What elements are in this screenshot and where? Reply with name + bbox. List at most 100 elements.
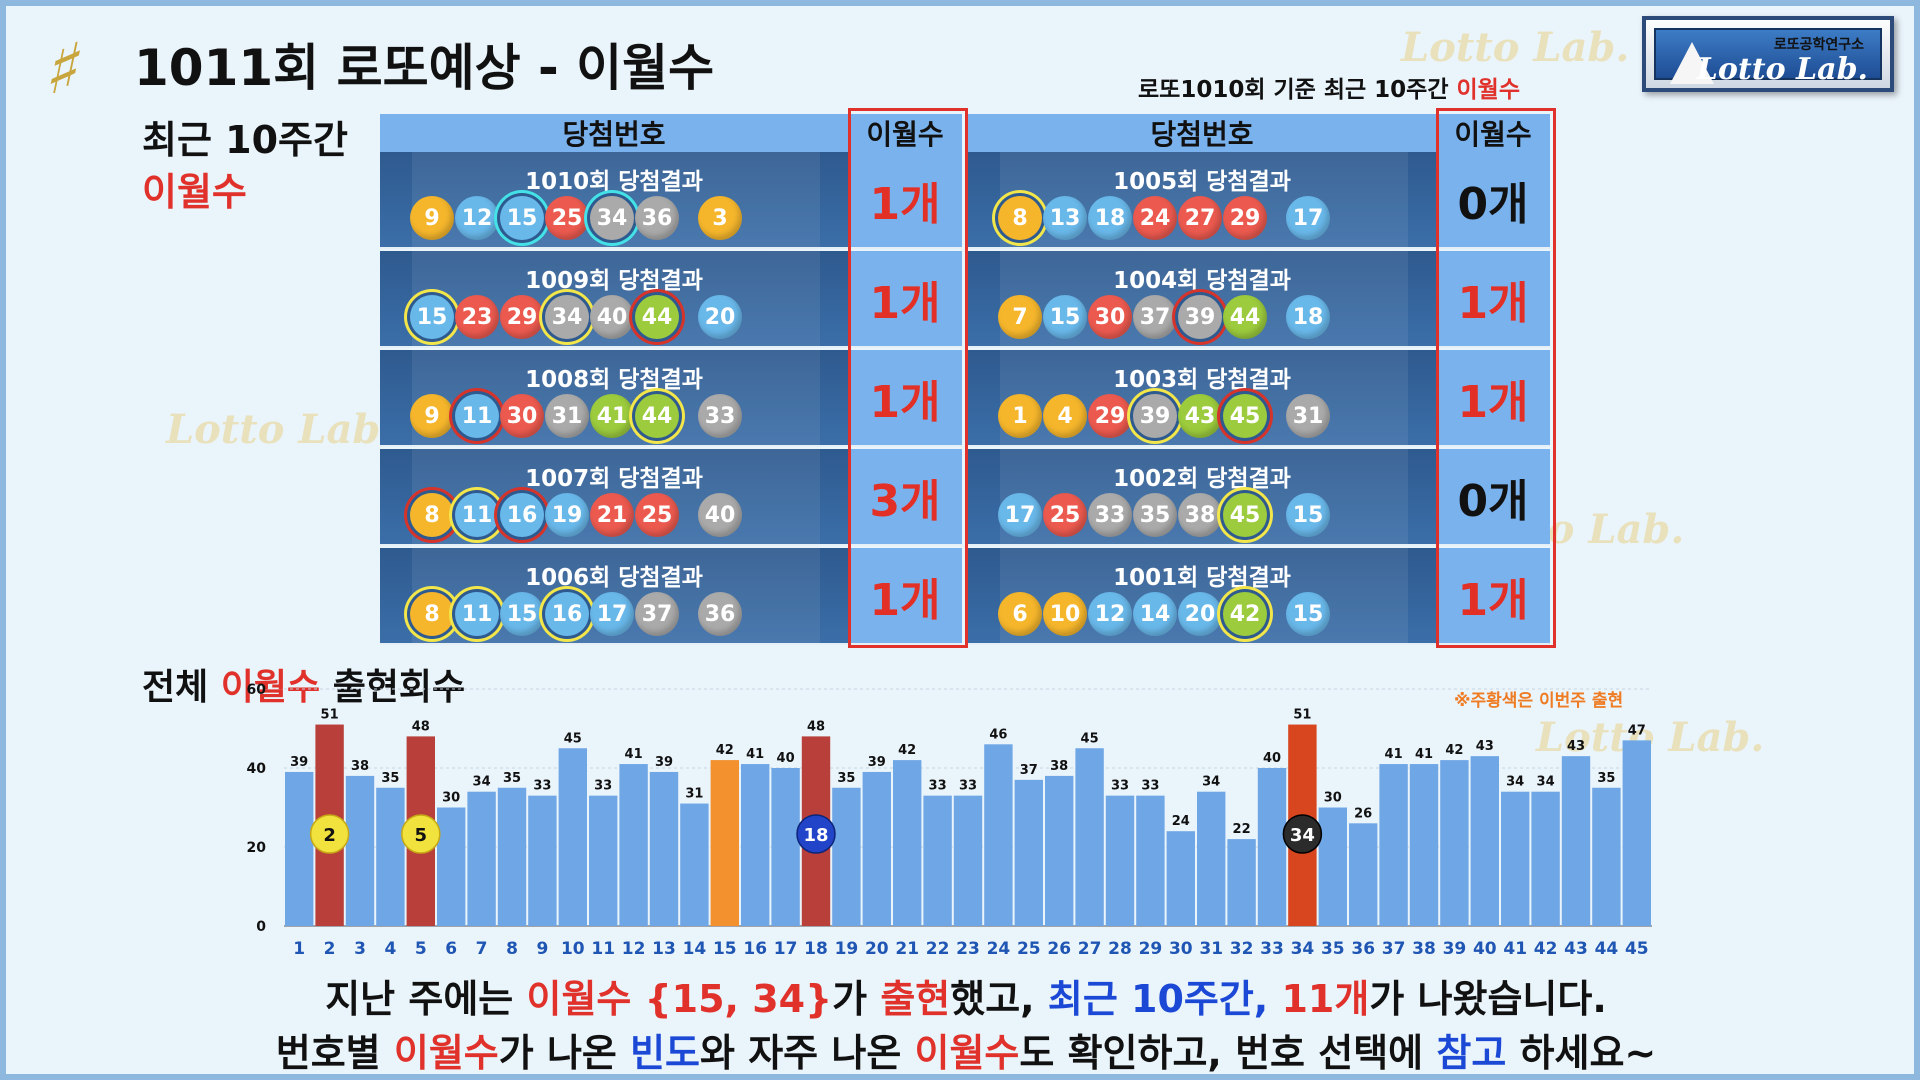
marker-ball-34 [1282,814,1323,854]
lotto-ball: 15 [500,592,544,636]
data-label: 41 [1415,747,1433,762]
data-label: 41 [625,747,643,762]
carryover-count: 0개 [1436,152,1550,249]
bar-38 [1409,764,1439,926]
table-header: 당첨번호 이월수 [380,114,962,152]
x-tick-label: 28 [1108,939,1132,959]
x-tick-label: 16 [743,939,767,959]
bonus-ball: 3 [698,196,742,240]
bonus-ball: 20 [698,295,742,339]
lotto-ball: 44 [635,295,679,339]
lotto-ball: 45 [1223,493,1267,537]
result-row: 1010회 당첨결과 9 12 15 25 34 36 3 1개 [380,152,962,251]
data-label: 33 [1141,779,1159,794]
data-label: 35 [503,771,521,786]
round-title: 1005회 당첨결과 [1113,169,1291,195]
data-label: 43 [1476,739,1494,754]
data-label: 38 [351,759,369,774]
result-numbers: 1007회 당첨결과 8 11 16 19 21 25 40 [380,449,848,546]
result-numbers: 1003회 당첨결과 1 4 29 39 43 45 31 [968,350,1436,447]
y-tick-label: 20 [247,840,267,856]
bar-28 [1105,795,1135,926]
data-label: 34 [1202,775,1220,790]
lotto-ball: 9 [410,394,454,438]
lotto-ball: 25 [1043,493,1087,537]
result-row: 1007회 당첨결과 8 11 16 19 21 25 40 3개 [380,449,962,548]
watermark-mid-left: Lotto Lab. [166,406,395,453]
result-row: 1008회 당첨결과 9 11 30 31 41 44 33 1개 [380,350,962,449]
lotto-ball: 13 [1043,196,1087,240]
logo-text: Lotto Lab. [1696,52,1868,87]
result-row: 1001회 당첨결과 6 10 12 14 20 42 15 1개 [968,548,1550,647]
lotto-ball: 17 [590,592,634,636]
carryover-frequency-chart: 0204060391512383354485306347358339451033… [247,682,1652,959]
data-label: 33 [594,779,612,794]
x-tick-label: 36 [1351,939,1375,959]
data-label: 39 [868,755,886,770]
footer-text-segment: {15, 34} [631,977,833,1021]
lotto-ball: 25 [635,493,679,537]
x-tick-label: 37 [1382,939,1406,959]
lotto-ball: 11 [455,493,499,537]
page-title: 1011회 로또예상 - 이월수 [134,39,715,97]
lotto-ball: 37 [635,592,679,636]
bar-1 [285,771,314,926]
x-tick-label: 14 [683,939,707,959]
lotto-ball: 12 [1088,592,1132,636]
data-label: 45 [1081,731,1099,746]
data-label: 41 [1385,747,1403,762]
bar-15 [710,760,739,926]
x-tick-label: 24 [987,939,1011,959]
lotto-ball: 17 [998,493,1042,537]
bar-33 [1257,768,1287,926]
bar-30 [1166,831,1195,926]
round-title: 1007회 당첨결과 [525,466,703,492]
data-label: 33 [929,779,947,794]
x-tick-label: 4 [384,939,396,959]
lotto-ball: 42 [1223,592,1267,636]
lotto-ball: 15 [500,196,544,240]
carryover-count: 0개 [1436,449,1550,546]
x-tick-label: 26 [1047,939,1071,959]
bar-11 [589,795,618,926]
data-label: 45 [564,731,582,746]
data-label: 39 [290,755,308,770]
lotto-ball: 31 [545,394,589,438]
footer-line-1: 지난 주에는 이월수 {15, 34}가 출현했고, 최근 10주간, 11개가… [6,968,1920,1023]
footer-text-segment: 가 [832,977,881,1021]
data-label: 42 [1445,743,1463,758]
x-tick-label: 33 [1260,939,1284,959]
result-numbers: 1008회 당첨결과 9 11 30 31 41 44 33 [380,350,848,447]
footer-text-segment: 참고 [1436,1031,1507,1075]
lotto-ball: 38 [1178,493,1222,537]
lotto-ball: 39 [1133,394,1177,438]
y-tick-label: 0 [256,919,266,935]
data-label: 35 [381,771,399,786]
lotto-ball: 37 [1133,295,1177,339]
footer-text-segment: 지난 주에는 [325,977,527,1021]
footer-text-segment: 빈도 [630,1031,701,1075]
lotto-ball: 29 [500,295,544,339]
bar-31 [1197,791,1226,926]
round-title: 1010회 당첨결과 [525,169,703,195]
x-tick-label: 35 [1321,939,1345,959]
lotto-ball: 1 [998,394,1042,438]
bar-20 [862,771,891,926]
footer-text-segment: 이월수 [393,1031,499,1075]
result-row: 1004회 당첨결과 7 15 30 37 39 44 18 1개 [968,251,1550,350]
results-table-left: 당첨번호 이월수 1010회 당첨결과 9 12 15 25 34 36 3 1개 1009회 당… [380,114,962,647]
bar-22 [923,795,952,926]
lotto-ball: 35 [1133,493,1177,537]
data-label: 48 [412,719,430,734]
lotto-ball: 27 [1178,196,1222,240]
y-tick-label: 40 [247,761,267,777]
left-label: 최근 10주간 이월수 [142,114,348,218]
lotto-ball: 7 [998,295,1042,339]
lotto-ball: 19 [545,493,589,537]
data-label: 33 [533,779,551,794]
bar-42 [1531,791,1560,926]
lotto-ball: 25 [545,196,589,240]
lotto-ball: 44 [1223,295,1267,339]
bar-12 [619,764,648,926]
lotto-ball: 24 [1133,196,1177,240]
